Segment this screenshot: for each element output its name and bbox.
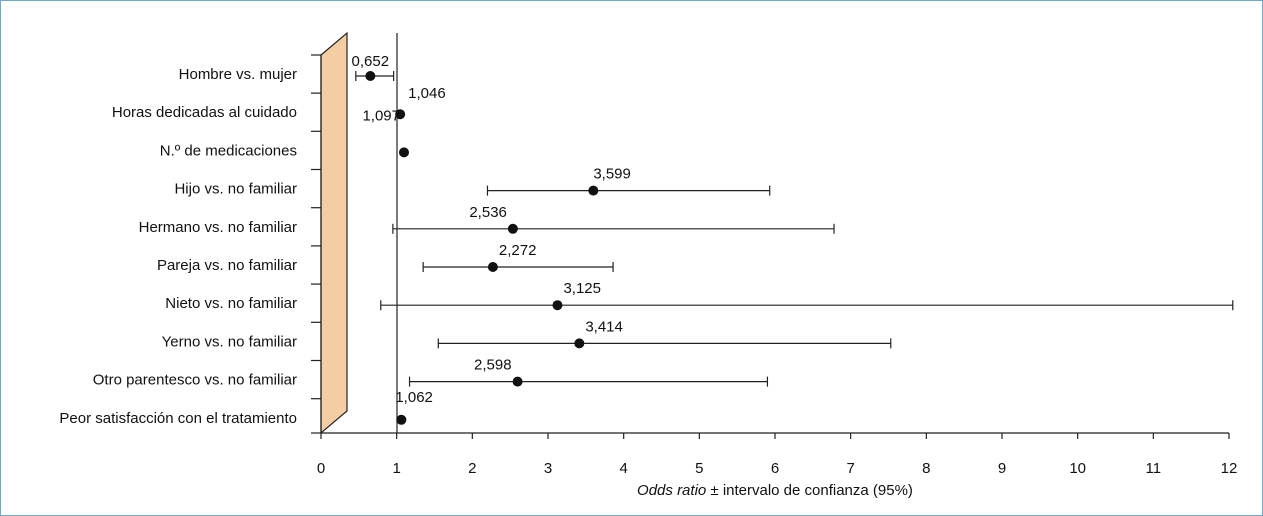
category-label: Otro parentesco vs. no familiar (93, 372, 297, 389)
value-label: 3,125 (563, 280, 601, 297)
x-tick-label: 7 (846, 460, 854, 477)
x-tick-label: 11 (1146, 460, 1162, 477)
x-tick-label: 5 (695, 460, 703, 477)
x-tick-label: 1 (392, 460, 400, 477)
odds-ratio-point (552, 300, 563, 311)
value-label: 1,046 (408, 85, 446, 102)
x-axis-title: Odds ratio ± intervalo de confianza (95%… (637, 482, 913, 499)
x-tick-label: 6 (771, 460, 779, 477)
x-axis-title-italic: Odds ratio (637, 482, 706, 499)
category-label: Yerno vs. no familiar (162, 333, 297, 350)
x-tick-label: 4 (619, 460, 627, 477)
odds-ratio-point (487, 262, 498, 272)
x-tick-label: 2 (468, 460, 476, 477)
x-axis-title-rest: ± intervalo de confianza (95%) (706, 482, 913, 499)
category-label: Hijo vs. no familiar (174, 181, 297, 198)
odds-ratio-point (512, 376, 523, 387)
category-label: N.º de medicaciones (160, 142, 297, 159)
value-labels: 0,652 1,046 1,097 3,599 2,536 2,272 3,125 3,414… (352, 53, 631, 406)
x-tick-label: 10 (1069, 460, 1086, 477)
odds-ratio-point (365, 71, 376, 81)
x-axis-ticks (320, 433, 1230, 439)
x-tick-label: 9 (998, 460, 1006, 477)
x-tick-label: 12 (1221, 460, 1238, 477)
odds-ratio-point (507, 223, 518, 234)
category-ticks (311, 54, 322, 434)
odds-ratio-point (574, 338, 585, 349)
value-label: 0,652 (352, 53, 390, 70)
category-label: Peor satisfacción con el tratamiento (59, 410, 297, 427)
odds-ratio-point (399, 147, 410, 158)
category-panel (320, 31, 348, 435)
odds-ratio-points (365, 71, 599, 425)
value-label: 3,599 (593, 166, 631, 183)
category-label: Hermano vs. no familiar (139, 219, 297, 236)
value-label: 1,097 (362, 107, 400, 124)
value-label: 3,414 (585, 318, 623, 335)
category-label: Nieto vs. no familiar (165, 295, 297, 312)
x-tick-label: 3 (544, 460, 552, 477)
value-label: 1,062 (395, 389, 433, 406)
category-label: Hombre vs. mujer (179, 66, 297, 83)
category-label: Pareja vs. no familiar (157, 257, 297, 274)
x-axis-tick-labels: 0 1 2 3 4 5 6 7 8 9 10 11 12 (317, 460, 1238, 477)
odds-ratio-point (588, 185, 599, 196)
confidence-intervals (355, 71, 1234, 387)
value-label: 2,536 (469, 204, 507, 221)
category-label: Horas dedicadas al cuidado (112, 104, 297, 121)
category-labels: Hombre vs. mujer Horas dedicadas al cuida… (59, 66, 297, 427)
odds-ratio-point (396, 414, 407, 425)
value-label: 2,272 (499, 242, 537, 259)
odds-ratio-point (395, 109, 406, 120)
x-tick-label: 8 (922, 460, 930, 477)
x-tick-label: 0 (317, 460, 325, 477)
value-label: 2,598 (474, 357, 512, 374)
